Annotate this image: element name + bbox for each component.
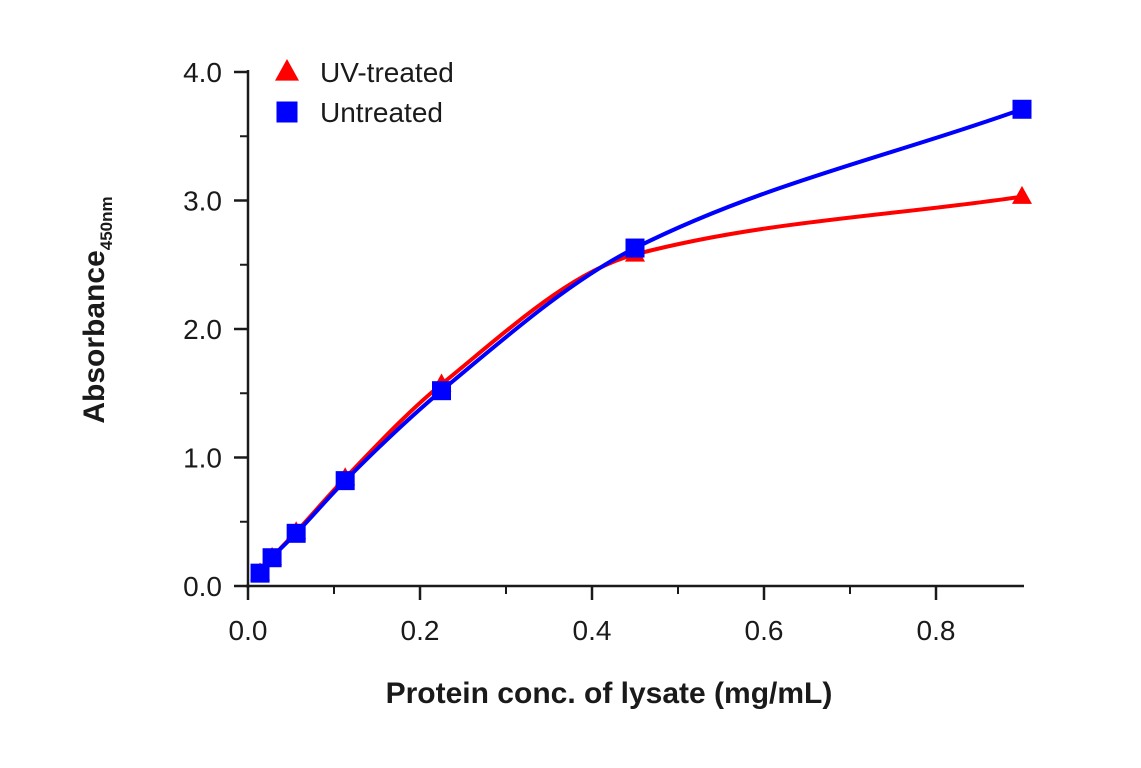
series-line-untreated — [258, 107, 1024, 576]
x-axis-title: Protein conc. of lysate (mg/mL) — [386, 677, 833, 710]
y-tick-label: 1.0 — [183, 443, 222, 474]
series-markers — [250, 99, 1032, 583]
y-ticks: 0.0 1.0 2.0 3.0 4.0 — [183, 57, 248, 602]
y-tick-label: 2.0 — [183, 314, 222, 345]
legend-label-untreated: Untreated — [320, 97, 443, 128]
data-point-untreated — [625, 238, 645, 258]
series-lines — [258, 107, 1024, 576]
x-ticks: 0.0 0.2 0.4 0.6 0.8 — [229, 586, 956, 646]
x-tick-label: 0.8 — [917, 615, 956, 646]
legend-marker-untreated — [276, 101, 298, 123]
y-axis-title: Absorbance450nm — [78, 196, 116, 423]
data-point-uv-treated — [1012, 185, 1032, 204]
x-tick-label: 0.4 — [573, 615, 612, 646]
data-point-untreated — [1012, 99, 1032, 119]
data-point-untreated — [250, 563, 270, 583]
x-tick-label: 0.0 — [229, 615, 268, 646]
legend-marker-uv-treated — [275, 59, 299, 81]
y-axis-title-subscript: 450nm — [97, 196, 116, 250]
y-tick-label: 0.0 — [183, 571, 222, 602]
data-point-untreated — [262, 548, 282, 568]
x-tick-label: 0.2 — [401, 615, 440, 646]
y-axis-title-main: Absorbance — [78, 250, 111, 423]
legend-label-uv-treated: UV-treated — [320, 57, 454, 88]
data-point-untreated — [286, 523, 306, 543]
data-point-untreated — [432, 381, 451, 401]
legend: UV-treated Untreated — [275, 57, 454, 128]
data-point-untreated — [335, 471, 355, 491]
y-tick-label: 3.0 — [183, 186, 222, 217]
x-tick-label: 0.6 — [745, 615, 784, 646]
y-tick-label: 4.0 — [183, 57, 222, 88]
